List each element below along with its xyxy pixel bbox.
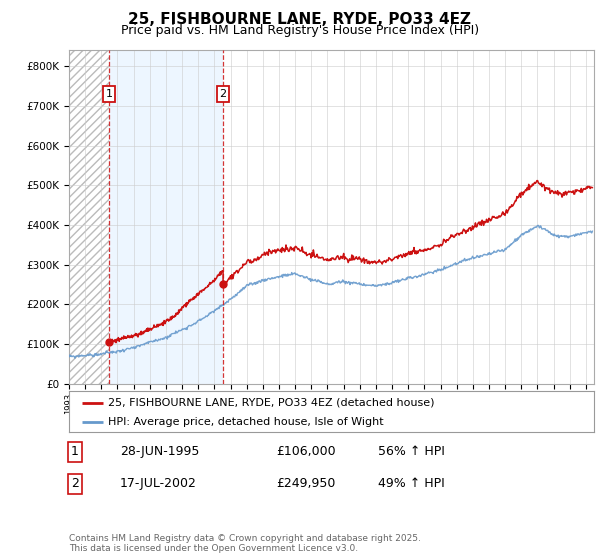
Text: 17-JUL-2002: 17-JUL-2002 [120, 477, 197, 490]
Text: £249,950: £249,950 [276, 477, 335, 490]
Bar [69, 50, 109, 384]
Text: 1: 1 [71, 445, 79, 458]
Text: 25, FISHBOURNE LANE, RYDE, PO33 4EZ (detached house): 25, FISHBOURNE LANE, RYDE, PO33 4EZ (det… [109, 398, 435, 408]
Text: HPI: Average price, detached house, Isle of Wight: HPI: Average price, detached house, Isle… [109, 417, 384, 427]
Bar [109, 50, 223, 384]
Text: 56% ↑ HPI: 56% ↑ HPI [378, 445, 445, 458]
Text: £106,000: £106,000 [276, 445, 335, 458]
Text: 49% ↑ HPI: 49% ↑ HPI [378, 477, 445, 490]
Text: 2: 2 [220, 89, 227, 99]
Text: 2: 2 [71, 477, 79, 490]
Text: 28-JUN-1995: 28-JUN-1995 [120, 445, 199, 458]
Text: 1: 1 [106, 89, 113, 99]
Text: 25, FISHBOURNE LANE, RYDE, PO33 4EZ: 25, FISHBOURNE LANE, RYDE, PO33 4EZ [128, 12, 472, 27]
Text: Contains HM Land Registry data © Crown copyright and database right 2025.
This d: Contains HM Land Registry data © Crown c… [69, 534, 421, 553]
Text: Price paid vs. HM Land Registry's House Price Index (HPI): Price paid vs. HM Land Registry's House … [121, 24, 479, 37]
